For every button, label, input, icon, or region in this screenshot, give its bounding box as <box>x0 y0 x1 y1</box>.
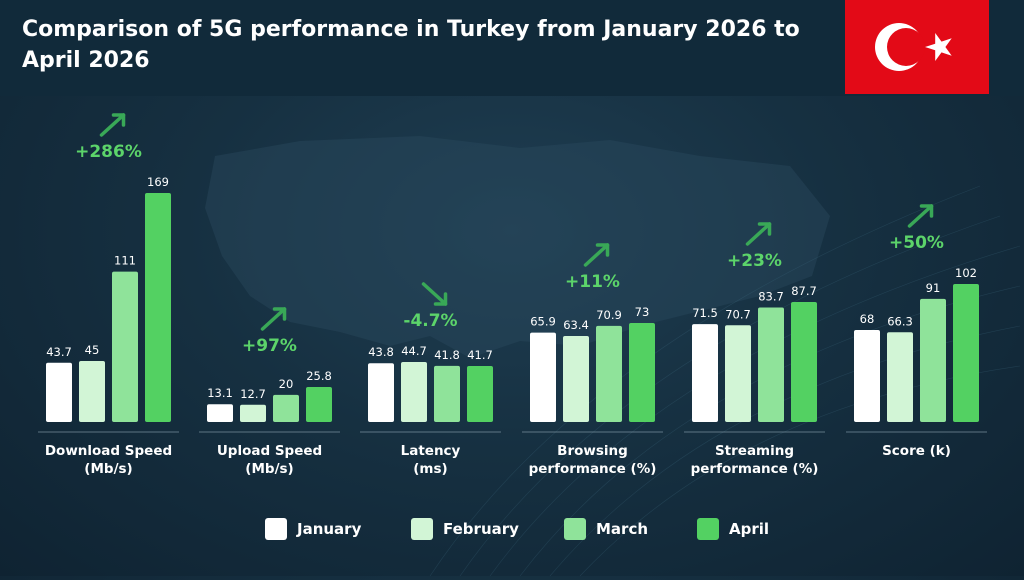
data-label-3-3: 73 <box>635 305 650 319</box>
bar-2-april <box>467 366 493 422</box>
bar-2-january <box>368 363 394 422</box>
data-label-2-3: 41.7 <box>467 348 493 362</box>
legend-swatch <box>697 518 719 540</box>
legend-item-february: February <box>411 516 519 542</box>
bar-1-march <box>273 394 299 422</box>
category-label-1: Upload Speed <box>217 443 322 459</box>
data-label-3-2: 70.9 <box>596 308 622 322</box>
change-label-1: +97% <box>242 336 297 356</box>
legend-item-january: January <box>265 516 361 542</box>
bar-5-january <box>854 330 880 422</box>
change-label-3: +11% <box>565 272 620 292</box>
bar-1-january <box>207 404 233 422</box>
data-label-2-0: 43.8 <box>368 345 394 359</box>
legend-swatch <box>411 518 433 540</box>
bar-1-april <box>306 387 332 422</box>
legend-label: February <box>443 520 519 538</box>
bar-5-april <box>953 284 979 422</box>
category-label-4: Streaming <box>715 443 794 459</box>
category-label-5: Score (k) <box>882 443 951 459</box>
category-label-2: Latency <box>401 443 461 459</box>
legend-swatch <box>265 518 287 540</box>
bar-0-march <box>112 271 138 422</box>
category-label-3: performance (%) <box>529 461 657 477</box>
bar-5-february <box>887 332 913 422</box>
change-label-4: +23% <box>727 251 782 271</box>
data-label-5-2: 91 <box>926 281 941 295</box>
bar-5-march <box>920 298 946 422</box>
data-label-4-2: 83.7 <box>758 289 784 303</box>
category-label-0: (Mb/s) <box>84 461 132 477</box>
data-label-5-3: 102 <box>955 266 977 280</box>
bar-0-january <box>46 362 72 422</box>
arrow-head-icon <box>757 222 772 236</box>
arrow-up-icon <box>260 307 287 331</box>
bar-3-march <box>596 325 622 422</box>
arrow-head-icon <box>595 243 610 257</box>
arrow-head-icon <box>111 113 126 127</box>
bar-0-february <box>79 361 105 422</box>
category-label-4: performance (%) <box>691 461 819 477</box>
arrow-down-icon <box>421 282 448 306</box>
bar-2-march <box>434 365 460 422</box>
data-label-0-0: 43.7 <box>46 345 72 359</box>
bar-0-april <box>145 193 171 422</box>
bar-3-january <box>530 332 556 422</box>
arrow-up-icon <box>99 113 126 137</box>
data-label-5-1: 66.3 <box>887 314 913 328</box>
data-label-5-0: 68 <box>860 312 875 326</box>
arrow-up-icon <box>583 243 610 267</box>
legend: January February March April <box>0 516 1024 544</box>
data-label-1-0: 13.1 <box>207 386 233 400</box>
data-label-0-2: 111 <box>114 254 136 268</box>
change-label-2: -4.7% <box>403 311 457 331</box>
data-label-0-1: 45 <box>85 343 100 357</box>
data-label-4-1: 70.7 <box>725 307 751 321</box>
bar-3-february <box>563 336 589 422</box>
data-label-4-3: 87.7 <box>791 284 817 298</box>
data-label-3-1: 63.4 <box>563 318 589 332</box>
legend-label: April <box>729 520 770 538</box>
arrow-up-icon <box>907 204 934 228</box>
bar-4-february <box>725 325 751 422</box>
data-label-4-0: 71.5 <box>692 306 718 320</box>
change-label-0: +286% <box>75 142 142 162</box>
arrow-head-icon <box>272 307 287 321</box>
change-label-5: +50% <box>889 233 944 253</box>
data-label-3-0: 65.9 <box>530 315 556 329</box>
bar-4-april <box>791 302 817 422</box>
data-label-1-2: 20 <box>279 377 294 391</box>
legend-label: January <box>297 520 362 538</box>
arrow-up-icon <box>745 222 772 246</box>
category-label-0: Download Speed <box>45 443 172 459</box>
data-label-1-3: 25.8 <box>306 369 332 383</box>
bar-1-february <box>240 404 266 422</box>
bar-4-march <box>758 307 784 422</box>
data-label-2-1: 44.7 <box>401 344 427 358</box>
bar-2-february <box>401 362 427 422</box>
arrow-head-icon <box>433 292 448 306</box>
data-label-2-2: 41.8 <box>434 348 460 362</box>
turkey-flag-icon <box>845 0 989 94</box>
legend-item-april: April <box>697 516 769 542</box>
category-label-1: (Mb/s) <box>245 461 293 477</box>
bar-4-january <box>692 324 718 422</box>
category-label-2: (ms) <box>413 461 447 477</box>
category-label-3: Browsing <box>557 443 628 459</box>
chart-title: Comparison of 5G performance in Turkey f… <box>22 17 800 73</box>
legend-item-march: March <box>564 516 648 542</box>
arrow-head-icon <box>919 204 934 218</box>
legend-swatch <box>564 518 586 540</box>
data-label-0-3: 169 <box>147 175 169 189</box>
legend-label: March <box>596 520 649 538</box>
bar-3-april <box>629 323 655 422</box>
data-label-1-1: 12.7 <box>240 387 266 401</box>
